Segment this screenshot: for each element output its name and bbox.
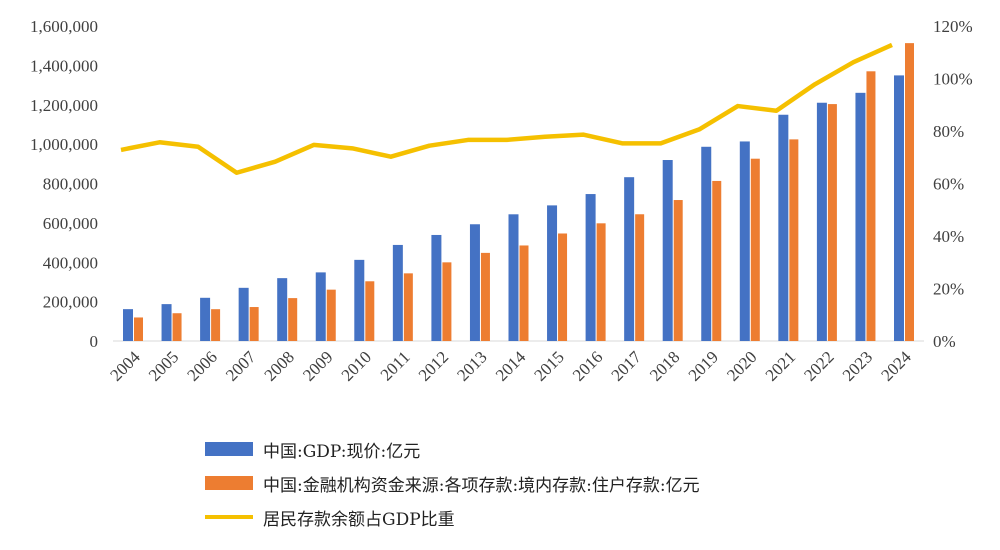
y-tick-label: 0 [90, 332, 99, 351]
legend-swatch-ratio [205, 515, 253, 519]
bar-deposits [326, 289, 336, 341]
x-tick-label: 2023 [839, 347, 876, 384]
bar-deposits [866, 71, 876, 342]
legend-item-gdp: 中国:GDP:现价:亿元 [205, 432, 700, 466]
bar-deposits [480, 252, 490, 341]
bar-gdp [123, 309, 133, 341]
bar-deposits [750, 158, 760, 341]
bar-deposits [635, 214, 645, 341]
y2-tick-label: 0% [933, 332, 956, 351]
bar-deposits [596, 223, 606, 341]
x-tick-label: 2010 [338, 347, 375, 384]
x-tick-label: 2016 [569, 347, 606, 384]
x-tick-label: 2022 [800, 347, 837, 384]
legend-item-ratio: 居民存款余额占GDP比重 [205, 500, 700, 534]
bar-deposits [712, 180, 722, 341]
x-tick-label: 2012 [415, 347, 452, 384]
y2-tick-label: 80% [933, 122, 964, 141]
bar-gdp [392, 244, 403, 341]
bar-deposits [249, 307, 259, 341]
x-tick-label: 2013 [453, 347, 490, 384]
bar-gdp [315, 272, 326, 341]
y-tick-label: 200,000 [43, 293, 98, 312]
bar-deposits [519, 245, 529, 341]
y2-tick-label: 120% [933, 17, 973, 36]
bar-deposits [365, 281, 375, 341]
bar-gdp [855, 92, 866, 341]
y2-tick-label: 60% [933, 175, 964, 194]
x-tick-label: 2009 [299, 347, 336, 384]
x-tick-label: 2024 [877, 347, 915, 385]
bar-gdp [816, 102, 827, 341]
bar-deposits [134, 317, 143, 341]
bar-deposits [905, 43, 914, 342]
bar-gdp [547, 205, 558, 341]
bar-deposits [288, 298, 298, 341]
bar-gdp [508, 214, 519, 341]
legend-label-gdp: 中国:GDP:现价:亿元 [263, 441, 421, 462]
y-tick-label: 600,000 [43, 214, 98, 233]
legend-swatch-deposits [205, 476, 253, 490]
bar-deposits [827, 104, 837, 341]
bar-gdp [469, 224, 480, 341]
x-tick-label: 2007 [222, 347, 260, 385]
y-tick-label: 1,200,000 [30, 96, 98, 115]
bar-deposits [789, 139, 799, 341]
bar-gdp [200, 297, 211, 341]
x-tick-label: 2019 [685, 347, 722, 384]
bar-deposits [211, 309, 221, 341]
y2-tick-label: 100% [933, 70, 973, 89]
x-tick-label: 2011 [377, 347, 414, 384]
y-tick-label: 1,000,000 [30, 135, 98, 154]
bar-gdp [778, 114, 789, 342]
bar-gdp [585, 194, 596, 341]
x-tick-label: 2006 [183, 347, 220, 384]
legend-swatch-gdp [205, 442, 253, 456]
legend-item-deposits: 中国:金融机构资金来源:各项存款:境内存款:住户存款:亿元 [205, 466, 700, 500]
bar-deposits [558, 233, 568, 341]
y-tick-label: 1,600,000 [30, 17, 98, 36]
bar-gdp [161, 304, 172, 341]
legend: 中国:GDP:现价:亿元 中国:金融机构资金来源:各项存款:境内存款:住户存款:… [205, 432, 700, 534]
legend-label-ratio: 居民存款余额占GDP比重 [263, 509, 455, 530]
y2-tick-label: 20% [933, 280, 964, 299]
bar-gdp [431, 234, 442, 341]
bar-deposits [442, 262, 452, 341]
bar-gdp [354, 259, 365, 341]
bar-deposits [673, 200, 683, 341]
bar-gdp [739, 141, 750, 341]
y-tick-label: 800,000 [43, 175, 98, 194]
bar-deposits [403, 273, 413, 341]
y-tick-label: 1,400,000 [30, 56, 98, 75]
legend-label-deposits: 中国:金融机构资金来源:各项存款:境内存款:住户存款:亿元 [263, 475, 700, 496]
bar-gdp [624, 177, 635, 341]
y2-tick-label: 40% [933, 227, 964, 246]
line-ratio [120, 42, 893, 175]
bar-gdp [277, 278, 288, 341]
x-tick-label: 2021 [762, 347, 799, 384]
x-tick-label: 2018 [646, 347, 683, 384]
x-tick-label: 2004 [106, 347, 144, 385]
bar-gdp [238, 287, 249, 341]
x-tick-label: 2008 [261, 347, 298, 384]
x-tick-label: 2005 [145, 347, 182, 384]
x-tick-label: 2017 [608, 347, 646, 385]
bar-gdp [894, 75, 904, 342]
y-tick-label: 400,000 [43, 253, 98, 272]
x-tick-label: 2014 [492, 347, 530, 385]
bar-gdp [662, 160, 673, 341]
bar-gdp [701, 146, 712, 341]
bar-deposits [172, 313, 182, 341]
x-tick-label: 2015 [530, 347, 567, 384]
x-tick-label: 2020 [723, 347, 760, 384]
